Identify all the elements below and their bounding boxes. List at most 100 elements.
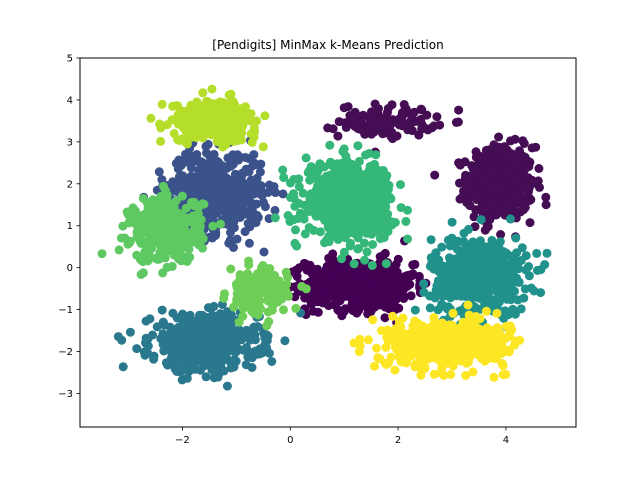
data-point [224, 338, 234, 348]
data-point [237, 128, 247, 138]
data-point [181, 157, 191, 167]
data-point [519, 139, 529, 148]
data-point [379, 285, 389, 295]
data-point [509, 177, 519, 187]
data-point [247, 137, 257, 147]
data-point [140, 247, 150, 257]
data-point [383, 104, 393, 113]
data-point [469, 212, 479, 222]
data-point [362, 247, 372, 257]
data-point [408, 260, 418, 270]
data-point [177, 375, 187, 385]
data-point [383, 227, 393, 236]
data-point [348, 268, 357, 278]
data-point [140, 350, 150, 360]
data-point [244, 167, 254, 176]
data-point [177, 134, 187, 144]
data-point [380, 359, 390, 368]
data-point [264, 264, 274, 274]
data-point [376, 211, 386, 221]
data-point [132, 250, 142, 260]
data-point [229, 208, 239, 218]
data-point [448, 308, 458, 318]
data-point [410, 362, 420, 372]
data-points [97, 84, 552, 391]
data-point [355, 266, 365, 276]
data-point [227, 111, 237, 121]
data-point [124, 218, 134, 228]
data-point [504, 345, 513, 355]
cluster-2 [272, 236, 451, 327]
cluster-9 [146, 84, 270, 152]
data-point [348, 306, 358, 316]
data-point [277, 294, 287, 304]
data-point [337, 254, 346, 264]
data-point [178, 123, 188, 132]
data-point [184, 244, 194, 254]
data-point [380, 248, 390, 258]
data-point [114, 245, 124, 255]
data-point [256, 349, 265, 359]
data-point [377, 326, 386, 336]
data-point [439, 274, 449, 284]
data-point [294, 182, 304, 192]
data-point [244, 260, 254, 270]
data-point [524, 262, 534, 271]
data-point [475, 177, 485, 187]
data-point [398, 313, 408, 323]
data-point [536, 288, 546, 298]
data-point [201, 141, 211, 151]
data-point [425, 303, 435, 313]
data-point [370, 290, 380, 299]
data-point [161, 230, 171, 240]
data-point [160, 320, 169, 330]
data-point [541, 192, 551, 202]
data-point [275, 286, 285, 296]
data-point [484, 286, 494, 296]
data-point [240, 209, 250, 219]
data-point [462, 277, 472, 287]
data-point [341, 286, 351, 296]
data-point [355, 124, 365, 134]
data-point [501, 369, 511, 379]
x-axis: −2 0 2 4 [175, 427, 509, 446]
data-point [471, 341, 481, 351]
data-point [396, 180, 405, 190]
data-point [118, 362, 128, 372]
data-point [324, 196, 334, 206]
data-point [241, 360, 251, 370]
data-point [147, 225, 156, 235]
data-point [469, 332, 479, 342]
data-point [215, 133, 225, 143]
data-point [294, 174, 304, 184]
data-point [456, 356, 466, 366]
data-point [409, 107, 419, 117]
data-point [510, 309, 520, 319]
data-point [281, 267, 291, 277]
data-point [240, 153, 250, 162]
data-point [178, 171, 188, 181]
data-point [460, 157, 470, 167]
data-point [138, 194, 148, 203]
data-point [540, 260, 550, 270]
data-point [295, 208, 305, 218]
data-point [242, 325, 252, 335]
data-point [145, 314, 155, 324]
data-point [405, 335, 415, 345]
data-point [201, 372, 211, 382]
data-point [488, 341, 498, 351]
data-point [311, 195, 321, 205]
data-point [351, 229, 360, 239]
data-point [531, 142, 541, 152]
data-point [289, 189, 298, 199]
data-point [193, 216, 203, 226]
data-point [494, 142, 504, 152]
data-point [228, 97, 238, 107]
data-point [492, 285, 502, 295]
data-point [520, 175, 529, 185]
data-point [210, 200, 220, 210]
data-point [437, 301, 447, 311]
data-point [521, 251, 531, 261]
data-point [267, 357, 277, 366]
